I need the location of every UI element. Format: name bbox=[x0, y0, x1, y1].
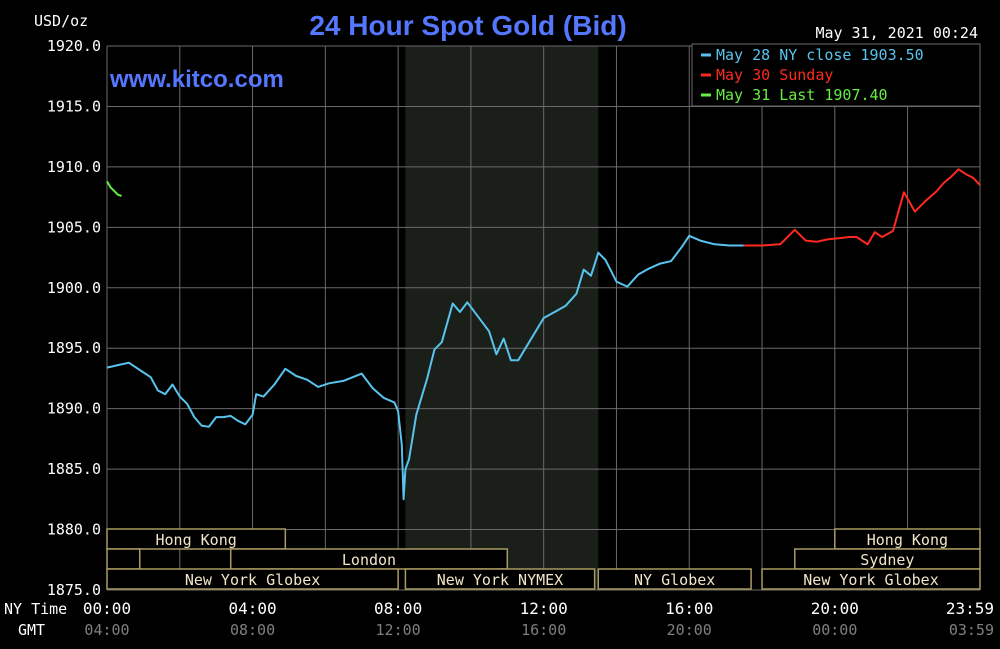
session-label: Hong Kong bbox=[867, 531, 948, 549]
y-tick-label: 1920.0 bbox=[47, 37, 101, 55]
y-tick-label: 1875.0 bbox=[47, 581, 101, 599]
x-tick-label-gmt: 00:00 bbox=[812, 621, 857, 639]
session-label: New York Globex bbox=[185, 571, 320, 589]
x-tick-label-ny: 08:00 bbox=[374, 599, 422, 618]
legend: May 28 NY close 1903.50 May 30 Sunday Ma… bbox=[691, 43, 981, 107]
y-axis-labels: 1920.0 1915.0 1910.0 1905.0 1900.0 1895.0 1890… bbox=[47, 37, 101, 599]
gmt-row-label: GMT bbox=[18, 621, 45, 639]
session-box bbox=[761, 568, 981, 590]
session-box bbox=[106, 528, 287, 550]
y-tick-label: 1895.0 bbox=[47, 339, 101, 357]
y-tick-label: 1910.0 bbox=[47, 158, 101, 176]
x-tick-label-gmt: 08:00 bbox=[230, 621, 275, 639]
y-tick-label: 1890.0 bbox=[47, 400, 101, 418]
y-tick-label: 1885.0 bbox=[47, 460, 101, 478]
ny-time-row-label: NY Time bbox=[4, 600, 67, 618]
series-line-2 bbox=[106, 180, 122, 197]
x-tick-label-ny: 00:00 bbox=[83, 599, 131, 618]
x-tick-label-gmt: 12:00 bbox=[376, 621, 421, 639]
x-tick-label-ny: 16:00 bbox=[665, 599, 713, 618]
x-axis-labels: 00:00 04:00 04:00 08:00 08:00 12:00 12:00 16:00… bbox=[83, 599, 994, 639]
x-tick-label-gmt: 04:00 bbox=[84, 621, 129, 639]
legend-box bbox=[691, 43, 981, 107]
x-tick-label-gmt: 16:00 bbox=[521, 621, 566, 639]
session-label: NY Globex bbox=[634, 571, 715, 589]
x-tick-label-ny: 23:59 bbox=[946, 599, 994, 618]
session-label: New York Globex bbox=[803, 571, 938, 589]
website-watermark: www.kitco.com bbox=[109, 66, 284, 93]
session-box bbox=[404, 568, 596, 590]
session-box bbox=[106, 548, 141, 570]
y-tick-label: 1900.0 bbox=[47, 279, 101, 297]
session-box bbox=[106, 568, 399, 590]
timestamp: May 31, 2021 00:24 bbox=[815, 24, 978, 42]
x-tick-label-ny: 12:00 bbox=[520, 599, 568, 618]
x-tick-label-ny: 04:00 bbox=[228, 599, 276, 618]
chart-title: 24 Hour Spot Gold (Bid) bbox=[309, 10, 626, 41]
unit-label: USD/oz bbox=[34, 12, 88, 30]
price-series bbox=[106, 168, 981, 501]
y-tick-label: 1905.0 bbox=[47, 218, 101, 236]
y-tick-label: 1915.0 bbox=[47, 97, 101, 115]
legend-item-may31: May 31 Last 1907.40 bbox=[716, 86, 888, 104]
legend-item-may30: May 30 Sunday bbox=[716, 66, 833, 84]
session-box bbox=[597, 568, 752, 590]
series-line-1 bbox=[743, 168, 981, 247]
session-label: London bbox=[342, 551, 396, 569]
session-label: New York NYMEX bbox=[437, 571, 563, 589]
session-label: Sydney bbox=[860, 551, 914, 569]
y-tick-label: 1880.0 bbox=[47, 521, 101, 539]
series-line-0 bbox=[106, 234, 744, 501]
x-tick-label-gmt: 03:59 bbox=[949, 621, 994, 639]
session-label: Hong Kong bbox=[156, 531, 237, 549]
legend-item-may28: May 28 NY close 1903.50 bbox=[716, 46, 924, 64]
nymex-shaded-region bbox=[405, 46, 599, 590]
x-tick-label-gmt: 20:00 bbox=[667, 621, 712, 639]
x-tick-label-ny: 20:00 bbox=[811, 599, 859, 618]
trading-sessions: Hong Kong Hong Kong London Sydney New York G… bbox=[106, 528, 981, 590]
